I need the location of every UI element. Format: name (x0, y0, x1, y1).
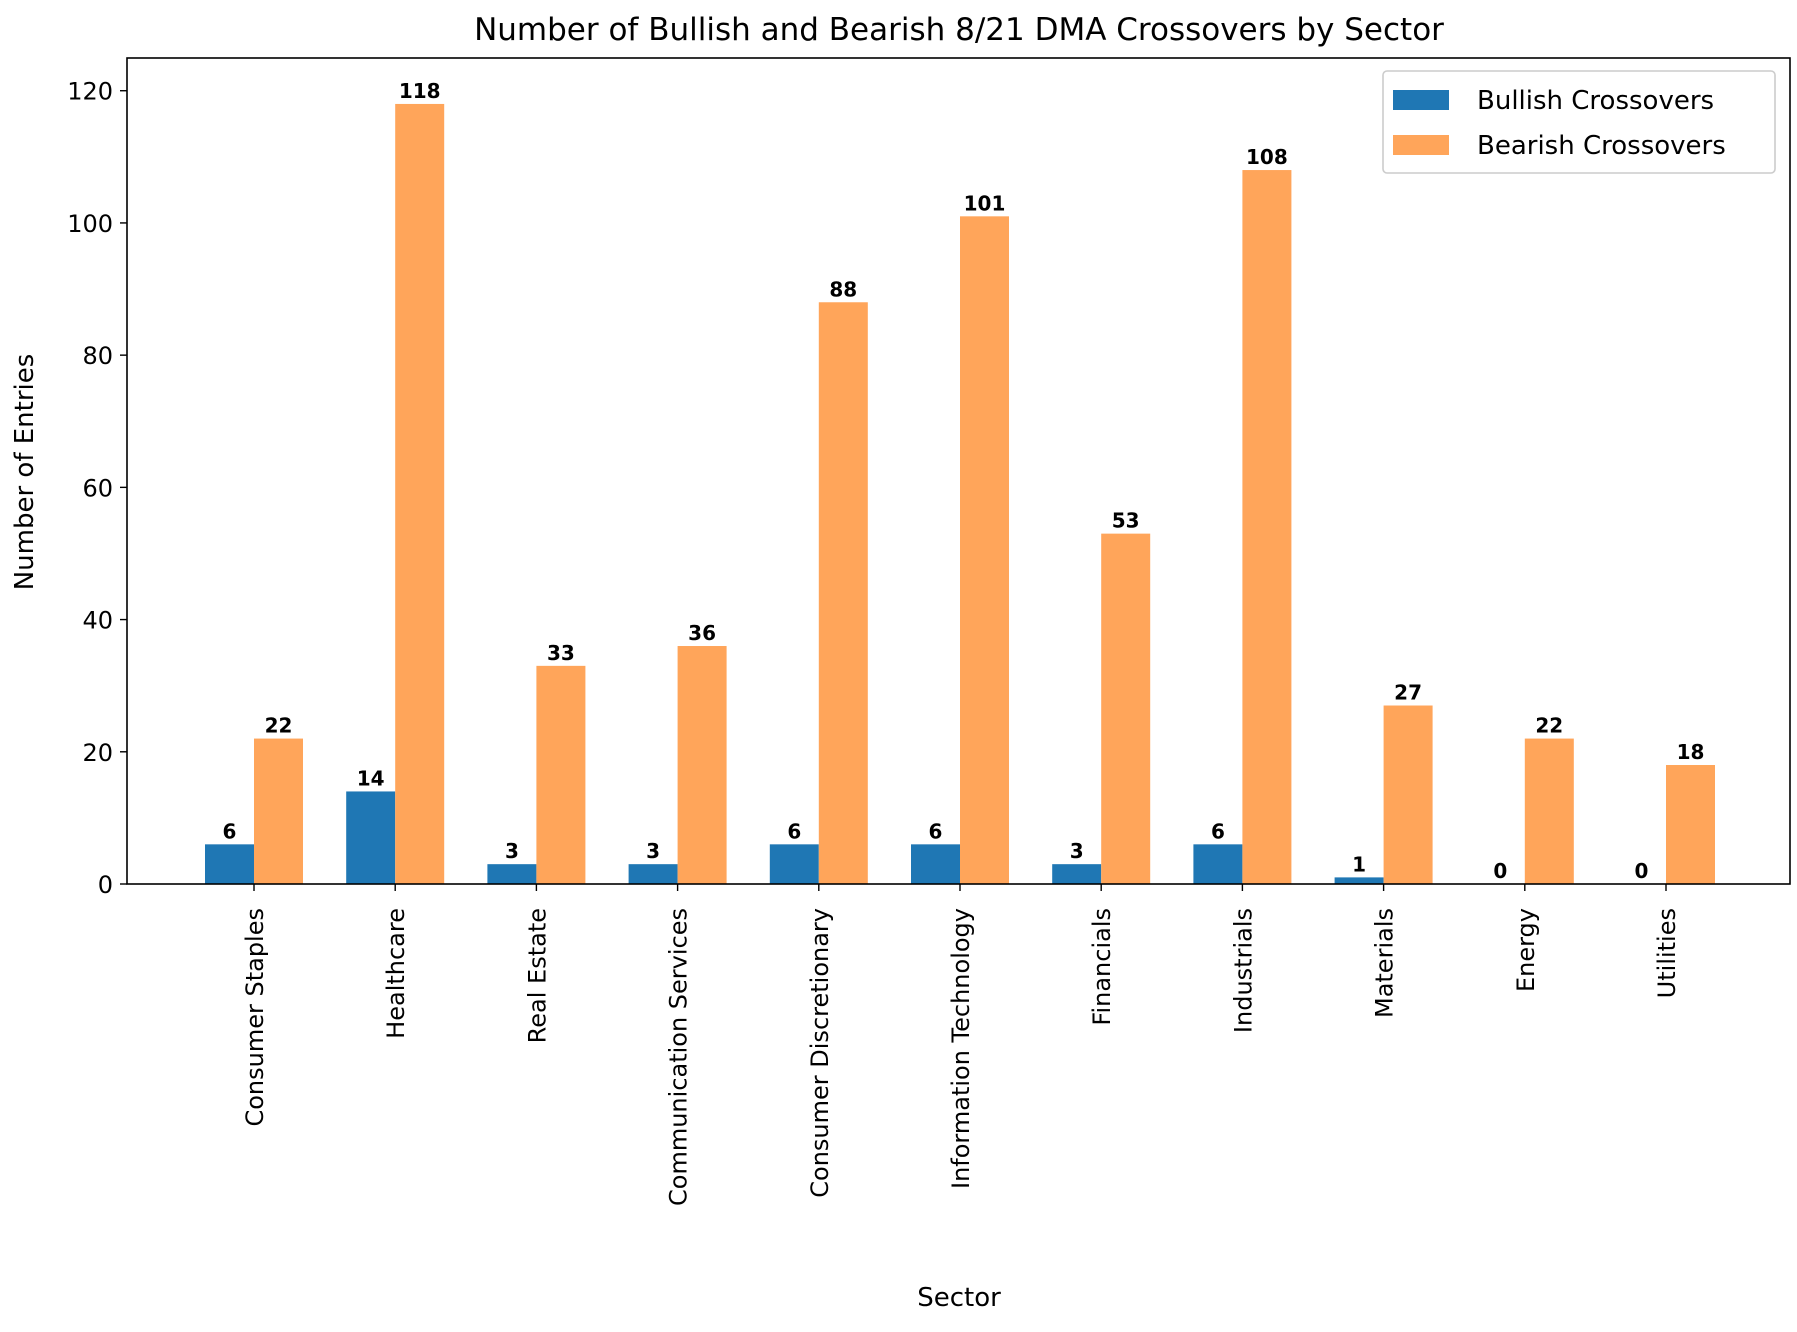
y-tick-label: 0 (98, 871, 113, 899)
x-axis: Consumer Staples Healthcare Real Estate Com… (241, 884, 1681, 1206)
bar-bullish (205, 844, 254, 884)
data-label-bullish: 3 (1070, 839, 1084, 863)
x-tick-label: Communication Services (665, 908, 693, 1206)
bar-bullish (769, 844, 819, 884)
bar-bearish (536, 665, 586, 884)
bar-bullish (1193, 844, 1243, 884)
y-axis-label: Number of Entries (10, 354, 40, 591)
bar-bullish (1334, 877, 1384, 884)
x-tick-label: Healthcare (382, 908, 410, 1039)
y-tick-label: 100 (67, 210, 113, 238)
bar-bullish (487, 864, 537, 884)
x-tick-label: Materials (1371, 908, 1399, 1018)
legend-swatch-bullish (1393, 90, 1449, 110)
data-label-bullish: 3 (505, 839, 519, 863)
data-label-bullish: 6 (787, 819, 801, 843)
x-tick-label: Consumer Discretionary (806, 908, 834, 1198)
bar-bearish (677, 646, 727, 884)
data-label-bearish: 53 (1112, 509, 1140, 533)
chart-title: Number of Bullish and Bearish 8/21 DMA C… (474, 12, 1444, 48)
data-label-bearish: 36 (688, 621, 716, 645)
data-label-bullish: 6 (929, 819, 943, 843)
data-label-bullish: 6 (223, 819, 237, 843)
x-tick-label: Industrials (1229, 908, 1257, 1033)
data-label-bearish: 18 (1677, 740, 1705, 764)
bar-bearish (1666, 765, 1715, 884)
bar-bearish (1242, 170, 1292, 884)
legend-box (1382, 70, 1776, 174)
data-label-bearish: 108 (1246, 145, 1288, 169)
y-tick-label: 80 (82, 342, 113, 370)
x-axis-label: Sector (917, 1283, 1001, 1313)
data-label-bearish: 22 (1535, 714, 1563, 738)
x-tick-label: Information Technology (947, 908, 975, 1189)
x-tick-label: Energy (1512, 908, 1540, 992)
data-label-bearish: 118 (399, 79, 441, 103)
plot-frame (126, 57, 1791, 885)
legend-label-bullish: Bullish Crossovers (1477, 86, 1714, 116)
y-tick-label: 120 (67, 78, 113, 106)
y-tick-label: 60 (82, 474, 113, 502)
legend-label-bearish: Bearish Crossovers (1477, 131, 1726, 161)
legend: Bullish Crossovers Bearish Crossovers (1382, 70, 1776, 174)
data-label-bearish: 33 (547, 641, 575, 665)
bar-bearish (395, 103, 445, 885)
bar-bullish (1052, 864, 1102, 884)
x-tick-label: Financials (1088, 908, 1116, 1026)
data-label-bullish: 0 (1493, 859, 1507, 883)
data-label-bearish: 88 (829, 277, 857, 301)
x-tick-label: Consumer Staples (241, 908, 269, 1127)
y-axis: 0 20 40 60 80 100 120 (67, 78, 127, 899)
bar-bearish (818, 302, 868, 884)
data-label-bullish: 3 (646, 839, 660, 863)
x-tick-label: Utilities (1653, 908, 1681, 998)
bar-bullish (346, 791, 396, 884)
bar-bullish (628, 864, 678, 884)
y-tick-label: 40 (82, 607, 113, 635)
data-label-bullish: 14 (357, 766, 385, 790)
data-label-bearish: 101 (964, 191, 1006, 215)
bar-bearish (1383, 705, 1433, 884)
x-tick-label: Real Estate (523, 908, 551, 1043)
data-label-bearish: 22 (265, 714, 293, 738)
bar-bearish (1524, 738, 1574, 884)
bar-bullish (911, 844, 960, 884)
data-label-bullish: 0 (1635, 859, 1649, 883)
bar-bearish (1101, 533, 1151, 884)
data-label-bullish: 1 (1352, 852, 1366, 876)
bar-bearish (960, 216, 1009, 884)
y-tick-label: 20 (82, 739, 113, 767)
data-label-bullish: 6 (1211, 819, 1225, 843)
data-label-bearish: 27 (1394, 681, 1422, 705)
bar-bearish (254, 738, 303, 884)
legend-swatch-bearish (1393, 135, 1449, 155)
